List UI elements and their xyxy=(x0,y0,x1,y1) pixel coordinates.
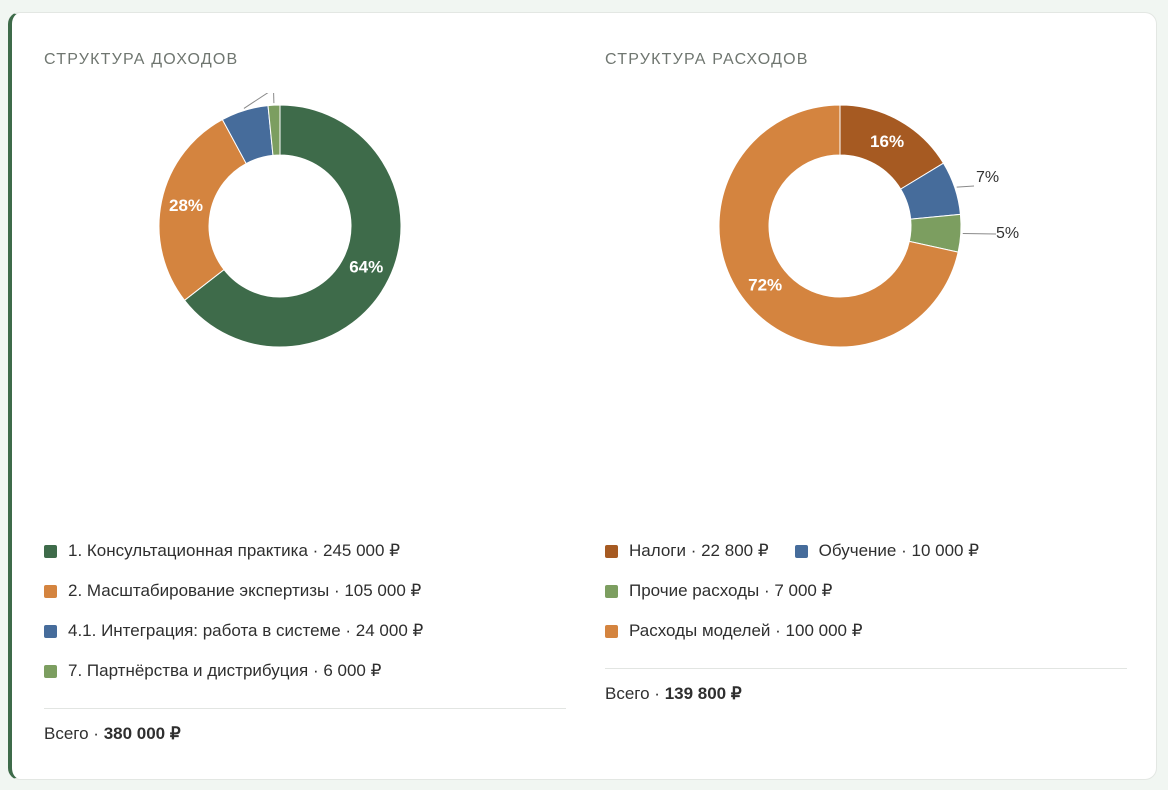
expense-legend-item-2[interactable]: Прочие расходы · 7 000 ₽ xyxy=(605,581,832,601)
expense-callout-line-1 xyxy=(956,185,975,188)
income-total-label: Всего xyxy=(44,724,89,743)
expense-legend-item-0[interactable]: Налоги · 22 800 ₽ xyxy=(605,541,769,561)
income-legend-item-0[interactable]: 1. Консультационная практика · 245 000 ₽ xyxy=(44,541,400,561)
expense-pct-label-1: 7% xyxy=(976,169,999,186)
expense-divider xyxy=(605,668,1127,669)
income-callout-line-2 xyxy=(243,93,269,109)
income-legend-label-0: 1. Консультационная практика · 245 000 ₽ xyxy=(68,541,401,560)
expense-legend-swatch-0 xyxy=(605,544,618,558)
expense-legend-label-1: Обучение · 10 000 ₽ xyxy=(818,541,980,560)
expense-legend-item-1[interactable]: Обучение · 10 000 ₽ xyxy=(794,541,980,561)
income-pct-label-0: 64% xyxy=(349,258,383,277)
expense-legend-swatch-1 xyxy=(794,544,808,558)
income-legend: 1. Консультационная практика · 245 000 ₽… xyxy=(44,541,566,701)
expense-legend-item-3[interactable]: Расходы моделей · 100 000 ₽ xyxy=(605,621,863,641)
income-legend-swatch-3 xyxy=(44,664,57,678)
expense-total: Всего · 139 800 ₽ xyxy=(605,684,742,703)
income-callout-line-3 xyxy=(273,93,275,104)
income-slice-3[interactable] xyxy=(267,104,281,156)
income-legend-label-1: 2. Масштабирование экспертизы · 105 000 … xyxy=(68,581,422,600)
expense-pct-label-3: 72% xyxy=(748,276,782,295)
expense-pct-label-0: 16% xyxy=(870,132,904,151)
income-legend-swatch-0 xyxy=(44,544,57,558)
expense-legend: Налоги · 22 800 ₽ Обучение · 10 000 ₽ Проч… xyxy=(605,541,1127,661)
expense-total-value: 139 800 ₽ xyxy=(664,684,742,703)
income-legend-item-3[interactable]: 7. Партнёрства и дистрибуция · 6 000 ₽ xyxy=(44,661,381,681)
income-legend-item-1[interactable]: 2. Масштабирование экспертизы · 105 000 … xyxy=(44,581,421,601)
expense-slice-3[interactable] xyxy=(718,104,959,348)
income-title: СТРУКТУРА ДОХОДОВ xyxy=(44,51,239,68)
income-pct-label-1: 28% xyxy=(169,196,203,215)
expense-callout-line-2 xyxy=(962,232,997,235)
expense-title: СТРУКТУРА РАСХОДОВ xyxy=(605,51,809,68)
income-legend-label-3: 7. Партнёрства и дистрибуция · 6 000 ₽ xyxy=(68,661,382,680)
expense-legend-swatch-3 xyxy=(605,624,618,638)
income-slice-1[interactable] xyxy=(158,118,247,302)
structure-card: СТРУКТУРА ДОХОДОВ 64%28%6%2% 1. Консульт… xyxy=(8,12,1157,780)
income-legend-swatch-1 xyxy=(44,584,57,598)
income-legend-item-2[interactable]: 4.1. Интеграция: работа в системе · 24 0… xyxy=(44,621,423,641)
expense-legend-label-3: Расходы моделей · 100 000 ₽ xyxy=(629,621,863,640)
expense-total-label: Всего xyxy=(605,684,650,703)
expense-donut-chart: 16% 7% 5% 72% xyxy=(718,104,1019,348)
income-legend-swatch-2 xyxy=(44,624,57,638)
expense-panel: СТРУКТУРА РАСХОДОВ 16% 7% 5% 72% Налоги · 2… xyxy=(605,13,1127,779)
income-total-value: 380 000 ₽ xyxy=(103,724,181,743)
income-legend-label-2: 4.1. Интеграция: работа в системе · 24 0… xyxy=(68,621,424,640)
expense-legend-label-0: Налоги · 22 800 ₽ xyxy=(629,541,769,560)
income-slice-0[interactable] xyxy=(183,104,402,348)
income-total: Всего · 380 000 ₽ xyxy=(44,724,181,743)
income-panel: СТРУКТУРА ДОХОДОВ 64%28%6%2% 1. Консульт… xyxy=(44,13,566,779)
income-divider xyxy=(44,708,566,709)
income-donut-chart: 64%28%6%2% xyxy=(158,93,402,348)
expense-legend-label-2: Прочие расходы · 7 000 ₽ xyxy=(629,581,833,600)
expense-legend-swatch-2 xyxy=(605,584,618,598)
expense-pct-label-2: 5% xyxy=(996,225,1019,242)
